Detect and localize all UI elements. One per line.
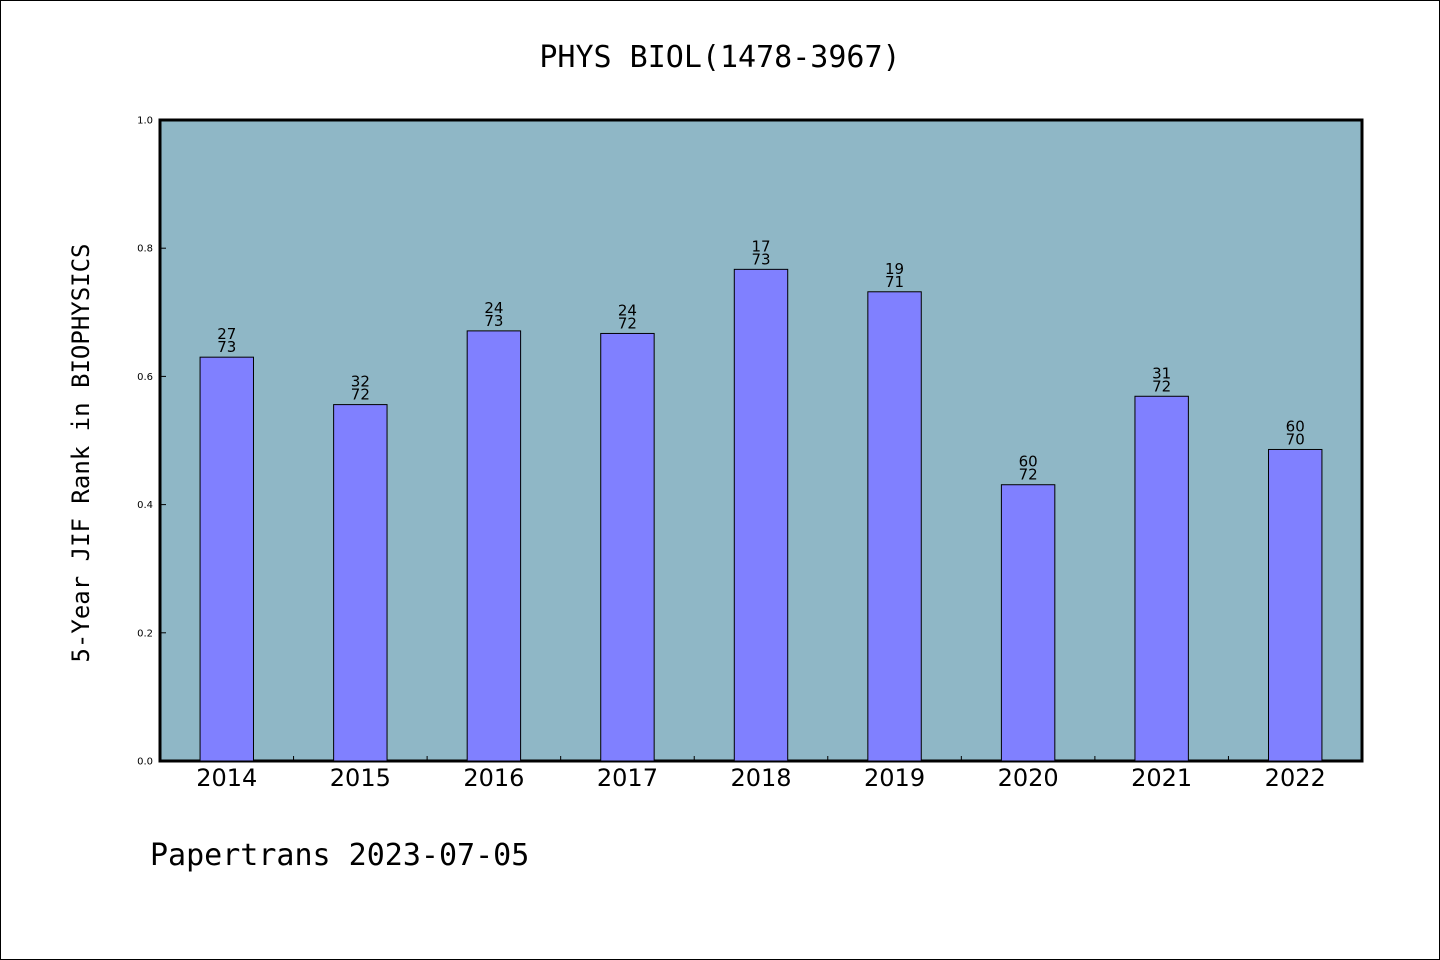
bar-rank-label: 31 — [1152, 364, 1171, 382]
footer-credit: Papertrans 2023-07-05 — [150, 838, 529, 873]
x-tick-label: 2014 — [196, 764, 257, 792]
x-tick-label: 2016 — [463, 764, 524, 792]
y-tick-label: 0.0 — [137, 757, 153, 768]
y-tick-label: 0.4 — [137, 500, 153, 511]
bar-total-label: 73 — [217, 338, 236, 356]
bar-rank-label: 19 — [885, 260, 904, 278]
bar-total-label: 72 — [618, 314, 637, 332]
bar — [333, 404, 388, 762]
x-tick-label: 2017 — [597, 764, 658, 792]
bar — [1268, 448, 1323, 762]
bar — [1134, 395, 1189, 762]
bar-total-label: 71 — [885, 273, 904, 291]
x-tick-label: 2018 — [730, 764, 791, 792]
bar-total-label: 70 — [1286, 430, 1305, 448]
bar-rank-label: 17 — [751, 237, 770, 255]
y-tick-label: 1.0 — [137, 116, 153, 127]
bar-total-label: 73 — [751, 250, 770, 268]
bar — [466, 330, 522, 762]
y-axis-ticks: 0.0 0.2 0.4 0.6 0.8 1.0 — [137, 116, 166, 768]
bar — [1000, 484, 1056, 762]
bar — [867, 291, 922, 762]
x-tick-label: 2020 — [998, 764, 1059, 792]
bar-rank-label: 24 — [484, 299, 503, 317]
bar-total-label: 72 — [351, 386, 370, 404]
y-tick-label: 0.6 — [137, 372, 153, 383]
y-tick-label: 0.2 — [137, 628, 153, 639]
bar-total-label: 72 — [1019, 466, 1038, 484]
x-tick-label: 2022 — [1265, 764, 1326, 792]
bar — [199, 356, 254, 762]
y-axis-label: 5-Year JIF Rank in BIOPHYSICS — [67, 243, 95, 662]
bar-rank-label: 24 — [618, 301, 637, 319]
x-tick-label: 2015 — [330, 764, 391, 792]
bar-total-label: 72 — [1152, 377, 1171, 395]
bar-rank-label: 32 — [351, 373, 370, 391]
bars — [199, 268, 1323, 762]
bar — [600, 332, 655, 762]
bar-rank-label: 60 — [1019, 453, 1038, 471]
x-tick-label: 2019 — [864, 764, 925, 792]
x-tick-label: 2021 — [1131, 764, 1192, 792]
bar-rank-label: 60 — [1286, 417, 1305, 435]
x-axis-ticks: 2014 2015 2016 2017 2018 2019 2020 2021 2022 — [196, 756, 1326, 792]
bar-total-label: 73 — [484, 312, 503, 330]
chart-title: PHYS BIOL(1478-3967) — [539, 40, 900, 75]
y-tick-label: 0.8 — [137, 244, 153, 255]
bar — [733, 268, 789, 762]
bar-rank-label: 27 — [217, 325, 236, 343]
